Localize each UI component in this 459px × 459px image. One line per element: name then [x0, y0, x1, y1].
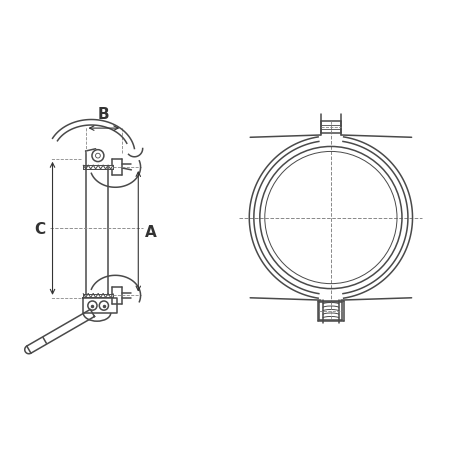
Text: B: B: [98, 106, 109, 122]
Text: C: C: [34, 221, 45, 236]
Text: A: A: [145, 224, 156, 239]
